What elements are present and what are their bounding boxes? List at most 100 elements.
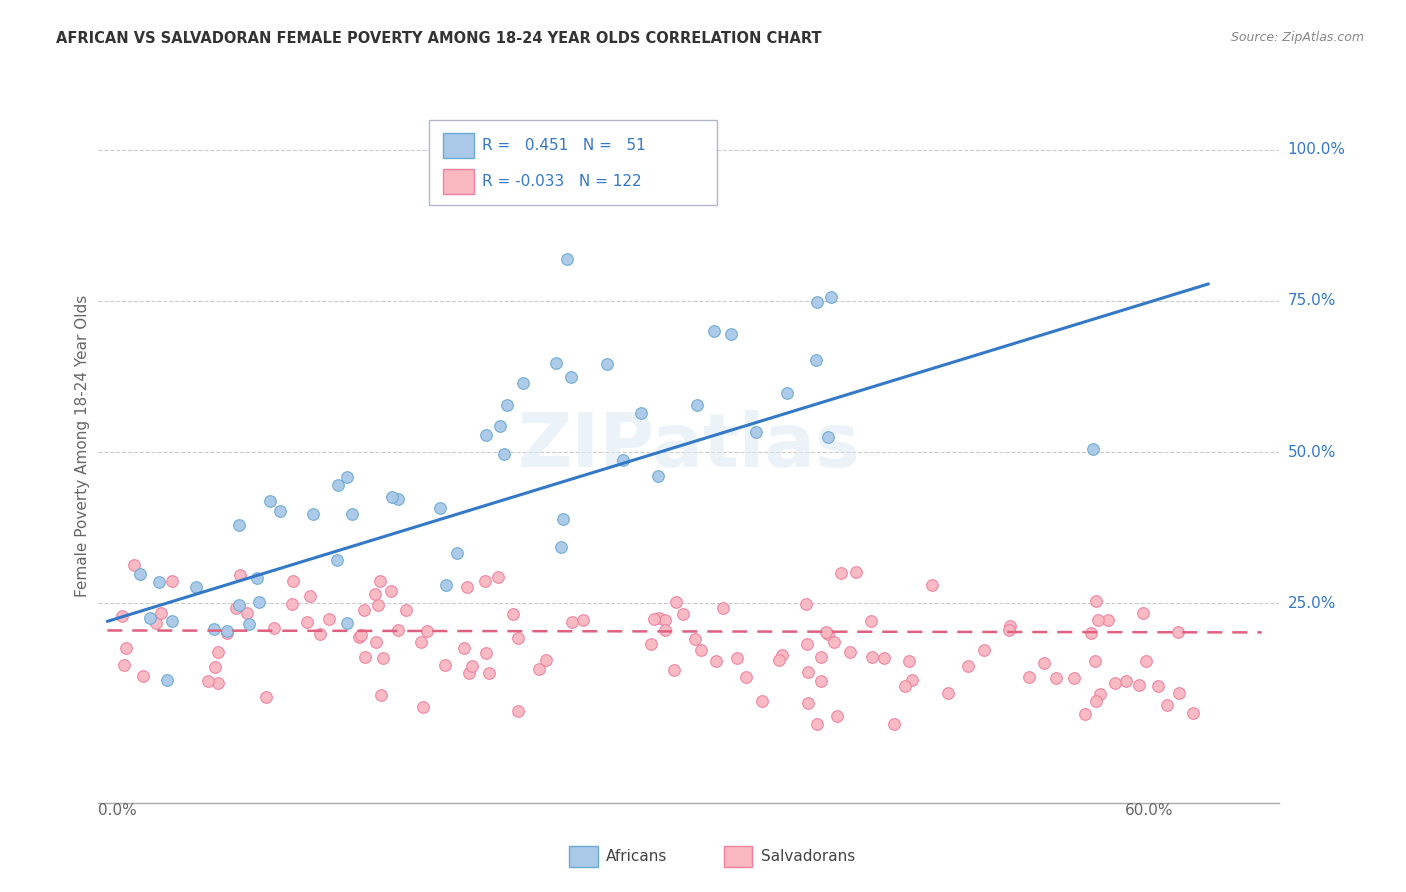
Point [551, 512, 574, 526]
Point [429, 500, 451, 515]
Text: 100.0%: 100.0% [1288, 142, 1346, 157]
Point [318, 612, 340, 626]
Point [281, 574, 304, 589]
Point [1084, 654, 1107, 668]
Point [823, 634, 845, 648]
Point [664, 595, 686, 609]
Point [247, 595, 270, 609]
Point [1032, 656, 1054, 670]
Point [630, 407, 652, 421]
Point [683, 632, 706, 646]
Point [269, 504, 291, 518]
Point [1080, 625, 1102, 640]
Text: 50.0%: 50.0% [1288, 444, 1336, 459]
Point [353, 603, 375, 617]
Point [148, 574, 170, 589]
Point [860, 649, 883, 664]
Point [132, 669, 155, 683]
Point [735, 670, 758, 684]
Point [686, 398, 709, 412]
Point [326, 553, 349, 567]
Point [745, 425, 768, 439]
Point [488, 419, 510, 434]
Point [900, 673, 922, 687]
Point [1085, 593, 1108, 607]
Point [768, 653, 790, 667]
Point [1167, 624, 1189, 639]
Point [711, 600, 734, 615]
Point [654, 613, 676, 627]
Point [1128, 678, 1150, 692]
Point [883, 717, 905, 731]
Point [770, 648, 793, 662]
Point [364, 635, 387, 649]
Point [796, 696, 818, 710]
Point [596, 357, 619, 371]
Point [186, 580, 208, 594]
Text: R = -0.033   N = 122: R = -0.033 N = 122 [482, 174, 643, 188]
Point [997, 623, 1019, 637]
Point [936, 686, 959, 700]
Point [112, 657, 135, 672]
Point [416, 624, 439, 639]
Point [998, 619, 1021, 633]
Point [326, 477, 349, 491]
Point [456, 580, 478, 594]
Point [228, 518, 250, 533]
Point [474, 427, 496, 442]
Point [1135, 654, 1157, 668]
Point [806, 295, 828, 310]
Point [751, 694, 773, 708]
Text: Source: ZipAtlas.com: Source: ZipAtlas.com [1230, 31, 1364, 45]
Point [1104, 676, 1126, 690]
Point [434, 578, 457, 592]
Point [1088, 687, 1111, 701]
Point [367, 598, 389, 612]
Point [309, 626, 332, 640]
Point [412, 700, 434, 714]
Point [898, 654, 921, 668]
Point [395, 602, 418, 616]
Point [810, 649, 832, 664]
Text: Africans: Africans [606, 849, 668, 863]
Point [546, 356, 568, 370]
Point [364, 587, 387, 601]
Point [204, 660, 226, 674]
Point [475, 646, 498, 660]
Text: 75.0%: 75.0% [1288, 293, 1336, 309]
Point [527, 662, 550, 676]
Point [474, 574, 496, 588]
Point [873, 650, 896, 665]
Point [145, 615, 167, 630]
Point [387, 623, 409, 637]
Point [115, 641, 138, 656]
Point [1074, 707, 1097, 722]
Point [387, 492, 409, 507]
Y-axis label: Female Poverty Among 18-24 Year Olds: Female Poverty Among 18-24 Year Olds [75, 295, 90, 597]
Point [228, 598, 250, 612]
Point [817, 627, 839, 641]
Point [409, 635, 432, 649]
Point [350, 628, 373, 642]
Point [794, 597, 817, 611]
Point [1097, 613, 1119, 627]
Point [512, 376, 534, 390]
Point [492, 447, 515, 461]
Point [672, 607, 695, 621]
Point [534, 653, 557, 667]
Point [347, 630, 370, 644]
Point [690, 642, 713, 657]
Point [810, 674, 832, 689]
Point [648, 611, 671, 625]
Point [336, 615, 359, 630]
Point [720, 326, 742, 341]
Point [894, 679, 917, 693]
Point [825, 709, 848, 723]
Point [1156, 698, 1178, 712]
Point [973, 643, 995, 657]
Point [804, 352, 827, 367]
Point [1081, 442, 1104, 456]
Point [458, 666, 481, 681]
Point [433, 658, 456, 673]
Point [703, 324, 725, 338]
